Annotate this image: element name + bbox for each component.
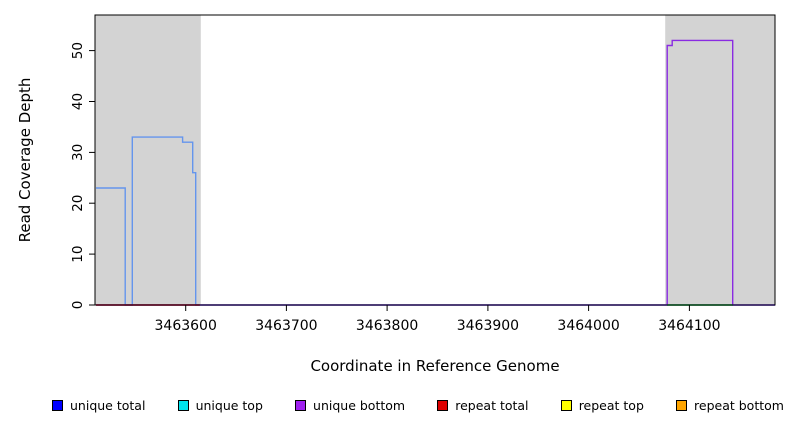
y-tick-label: 40	[70, 93, 86, 110]
shaded-region	[665, 15, 775, 305]
x-tick-label: 3464100	[658, 318, 720, 334]
y-tick-label: 0	[70, 301, 86, 310]
legend-item: repeat total	[437, 398, 529, 413]
legend-swatch	[177, 400, 189, 411]
x-tick-label: 3463600	[155, 318, 217, 334]
coverage-chart: 3463600 3463700 3463800 3463900 3464000 34641…	[16, 14, 776, 375]
legend: unique total unique top unique bottom repea…	[52, 398, 784, 413]
plot-background	[95, 15, 775, 305]
legend-swatch	[437, 400, 449, 411]
legend-swatch	[560, 400, 572, 411]
x-tick-label: 3463800	[356, 318, 418, 334]
x-axis-title: Coordinate in Reference Genome	[310, 357, 559, 375]
x-tick-label: 3464000	[557, 318, 619, 334]
x-tick-label: 3463700	[255, 318, 317, 334]
legend-label: unique total	[70, 398, 146, 413]
legend-swatch	[52, 400, 63, 411]
x-tick-label: 3463900	[457, 318, 519, 334]
y-tick-label: 20	[70, 195, 86, 212]
y-tick-label: 50	[70, 42, 86, 59]
legend-item: unique total	[52, 398, 145, 413]
y-tick-label: 30	[70, 144, 86, 161]
legend-label: repeat total	[455, 398, 529, 413]
shaded-region	[95, 15, 201, 305]
legend-label: repeat top	[578, 398, 644, 413]
legend-label: unique bottom	[313, 398, 406, 413]
legend-swatch	[295, 400, 307, 411]
legend-item: unique top	[177, 398, 263, 413]
legend-item: repeat top	[560, 398, 644, 413]
legend-item: repeat bottom	[676, 398, 784, 413]
legend-swatch	[676, 400, 688, 411]
coverage-series	[96, 39, 775, 306]
legend-item: unique bottom	[295, 398, 405, 413]
coverage-series	[96, 136, 775, 306]
legend-label: unique top	[195, 398, 263, 413]
y-tick-label: 10	[70, 246, 86, 263]
legend-label: repeat bottom	[694, 398, 784, 413]
y-axis-title: Read Coverage Depth	[16, 78, 34, 243]
plot-frame	[94, 14, 776, 306]
